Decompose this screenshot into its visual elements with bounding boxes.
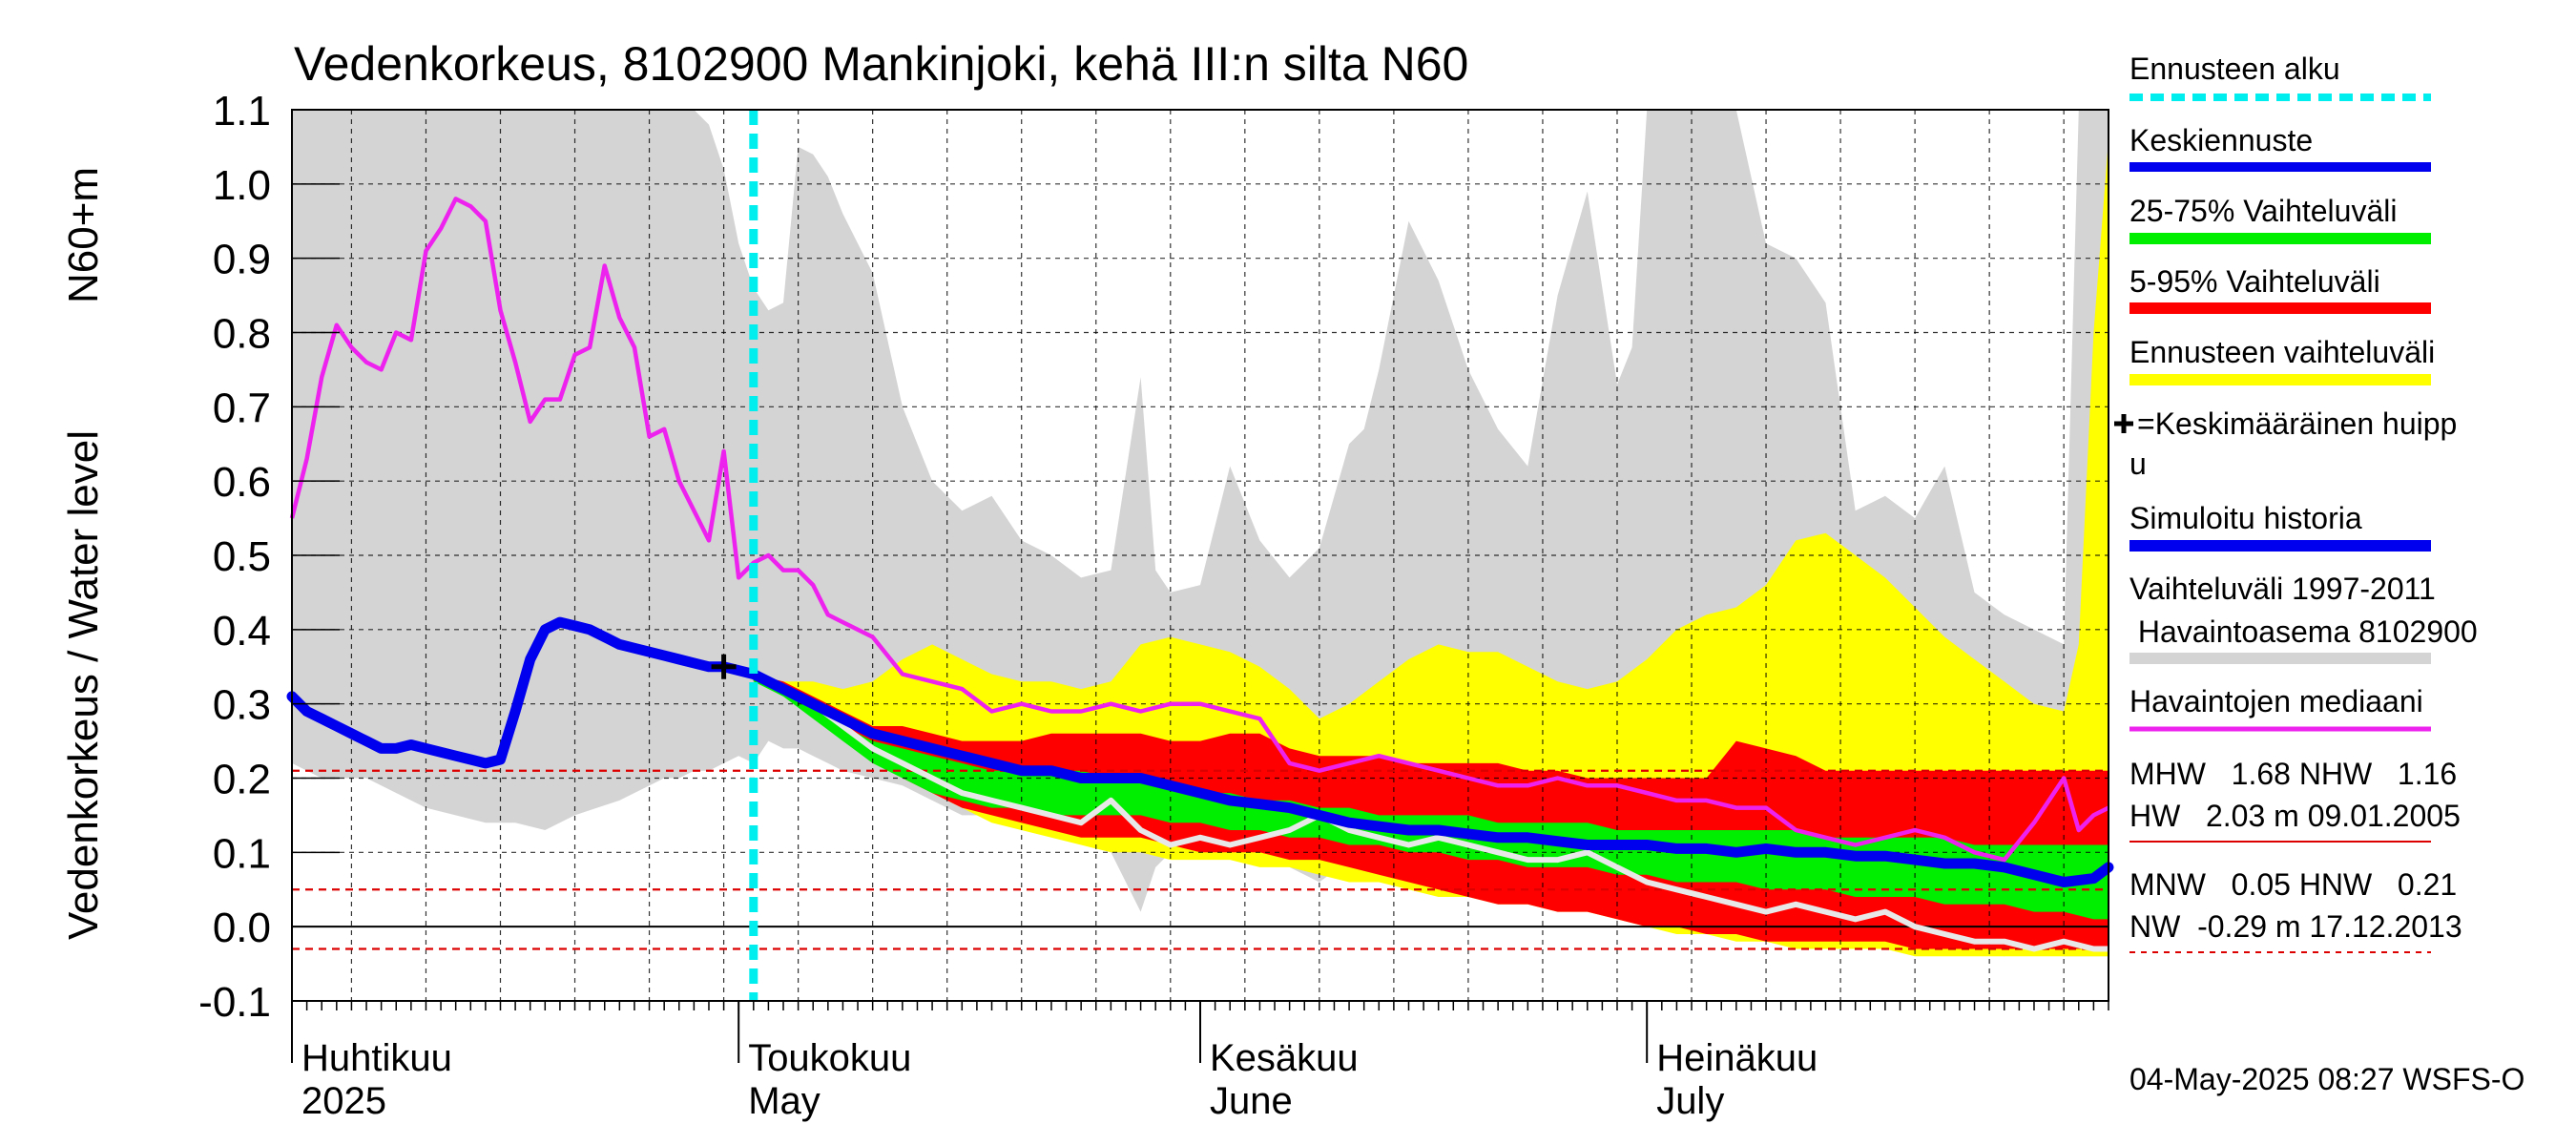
chart-title: Vedenkorkeus, 8102900 Mankinjoki, kehä I… xyxy=(294,37,1468,91)
y-tick-label: 0.3 xyxy=(213,682,271,729)
reference-lines xyxy=(292,769,2109,950)
y-tick-label: 0.4 xyxy=(213,608,271,655)
x-axis-ticks xyxy=(291,1001,2109,1010)
y-tick-label: -0.1 xyxy=(198,979,271,1026)
y-axis-unit: N60+m xyxy=(60,167,107,303)
stats-mnw-hnw: MNW 0.05 HNW 0.21 xyxy=(2129,867,2457,902)
month-label-en: July xyxy=(1656,1080,1724,1122)
legend-peak-label-cont: u xyxy=(2129,447,2147,481)
y-tick-label: 1.0 xyxy=(213,162,271,209)
legend-grey-range-label: Vaihteluväli 1997-2011 xyxy=(2129,572,2436,606)
y-tick-label: 0.0 xyxy=(213,905,271,951)
legend-forecast-range-label: Ennusteen vaihteluväli xyxy=(2129,335,2435,369)
observed-median-line xyxy=(289,197,2110,863)
range-25-75-band xyxy=(753,674,2109,920)
y-tick-label: 0.8 xyxy=(213,311,271,358)
legend-simulated-label: Simuloitu historia xyxy=(2129,501,2362,535)
plot-area xyxy=(286,109,2114,1002)
stats-mhw-nhw: MHW 1.68 NHW 1.16 xyxy=(2129,757,2457,791)
y-tick-label: 0.6 xyxy=(213,459,271,506)
observed-light-line xyxy=(722,663,2109,952)
legend-peak-label: =Keskimääräinen huipp xyxy=(2137,406,2457,441)
legend-forecast-start-label: Ennusteen alku xyxy=(2129,52,2340,86)
y-tick-label: 0.7 xyxy=(213,385,271,431)
legend-range-5-95-label: 5-95% Vaihteluväli xyxy=(2129,264,2380,299)
stats-nw: NW -0.29 m 17.12.2013 xyxy=(2129,909,2462,944)
legend-grey-range-station: Havaintoasema 8102900 xyxy=(2129,614,2478,649)
y-tick-label: 1.1 xyxy=(213,88,271,135)
y-tick-label: 0.5 xyxy=(213,533,271,580)
y-tick-label: 0.1 xyxy=(213,830,271,877)
stats-hw: HW 2.03 m 09.01.2005 xyxy=(2129,799,2461,833)
legend-range-25-75-label: 25-75% Vaihteluväli xyxy=(2129,194,2397,228)
simulated-history-line xyxy=(286,616,730,769)
month-label-en: 2025 xyxy=(301,1080,386,1122)
y-axis-label: Vedenkorkeus / Water level xyxy=(60,430,107,940)
footer-timestamp: 04-May-2025 08:27 WSFS-O xyxy=(2129,1062,2524,1096)
legend-mean-forecast-label: Keskiennuste xyxy=(2129,123,2313,157)
statistics: MHW 1.68 NHW 1.16 HW 2.03 m 09.01.2005 M… xyxy=(2129,757,2462,953)
y-tick-label: 0.9 xyxy=(213,237,271,283)
month-label-fi: Toukokuu xyxy=(748,1037,911,1079)
month-label-fi: Huhtikuu xyxy=(301,1037,452,1079)
mean-peak-marker xyxy=(711,654,737,679)
range-bands xyxy=(292,110,2109,957)
series-lines xyxy=(286,110,2114,1001)
y-axis-ticks: 1.1 1.0 0.9 0.8 0.7 0.6 0.5 0.4 0.3 0.2 0.1 0.0 -0.1 xyxy=(198,88,340,1026)
y-tick-label: 0.2 xyxy=(213,757,271,803)
month-label-en: May xyxy=(748,1080,821,1122)
legend-median-label: Havaintojen mediaani xyxy=(2129,684,2423,718)
month-label-fi: Kesäkuu xyxy=(1210,1037,1359,1079)
month-label-en: June xyxy=(1210,1080,1293,1122)
month-label-fi: Heinäkuu xyxy=(1656,1037,1818,1079)
mean-forecast-line xyxy=(718,661,2114,887)
legend: Ennusteen alku Keskiennuste 25-75% Vaiht… xyxy=(2114,52,2478,732)
legend-peak-marker xyxy=(2114,414,2133,433)
